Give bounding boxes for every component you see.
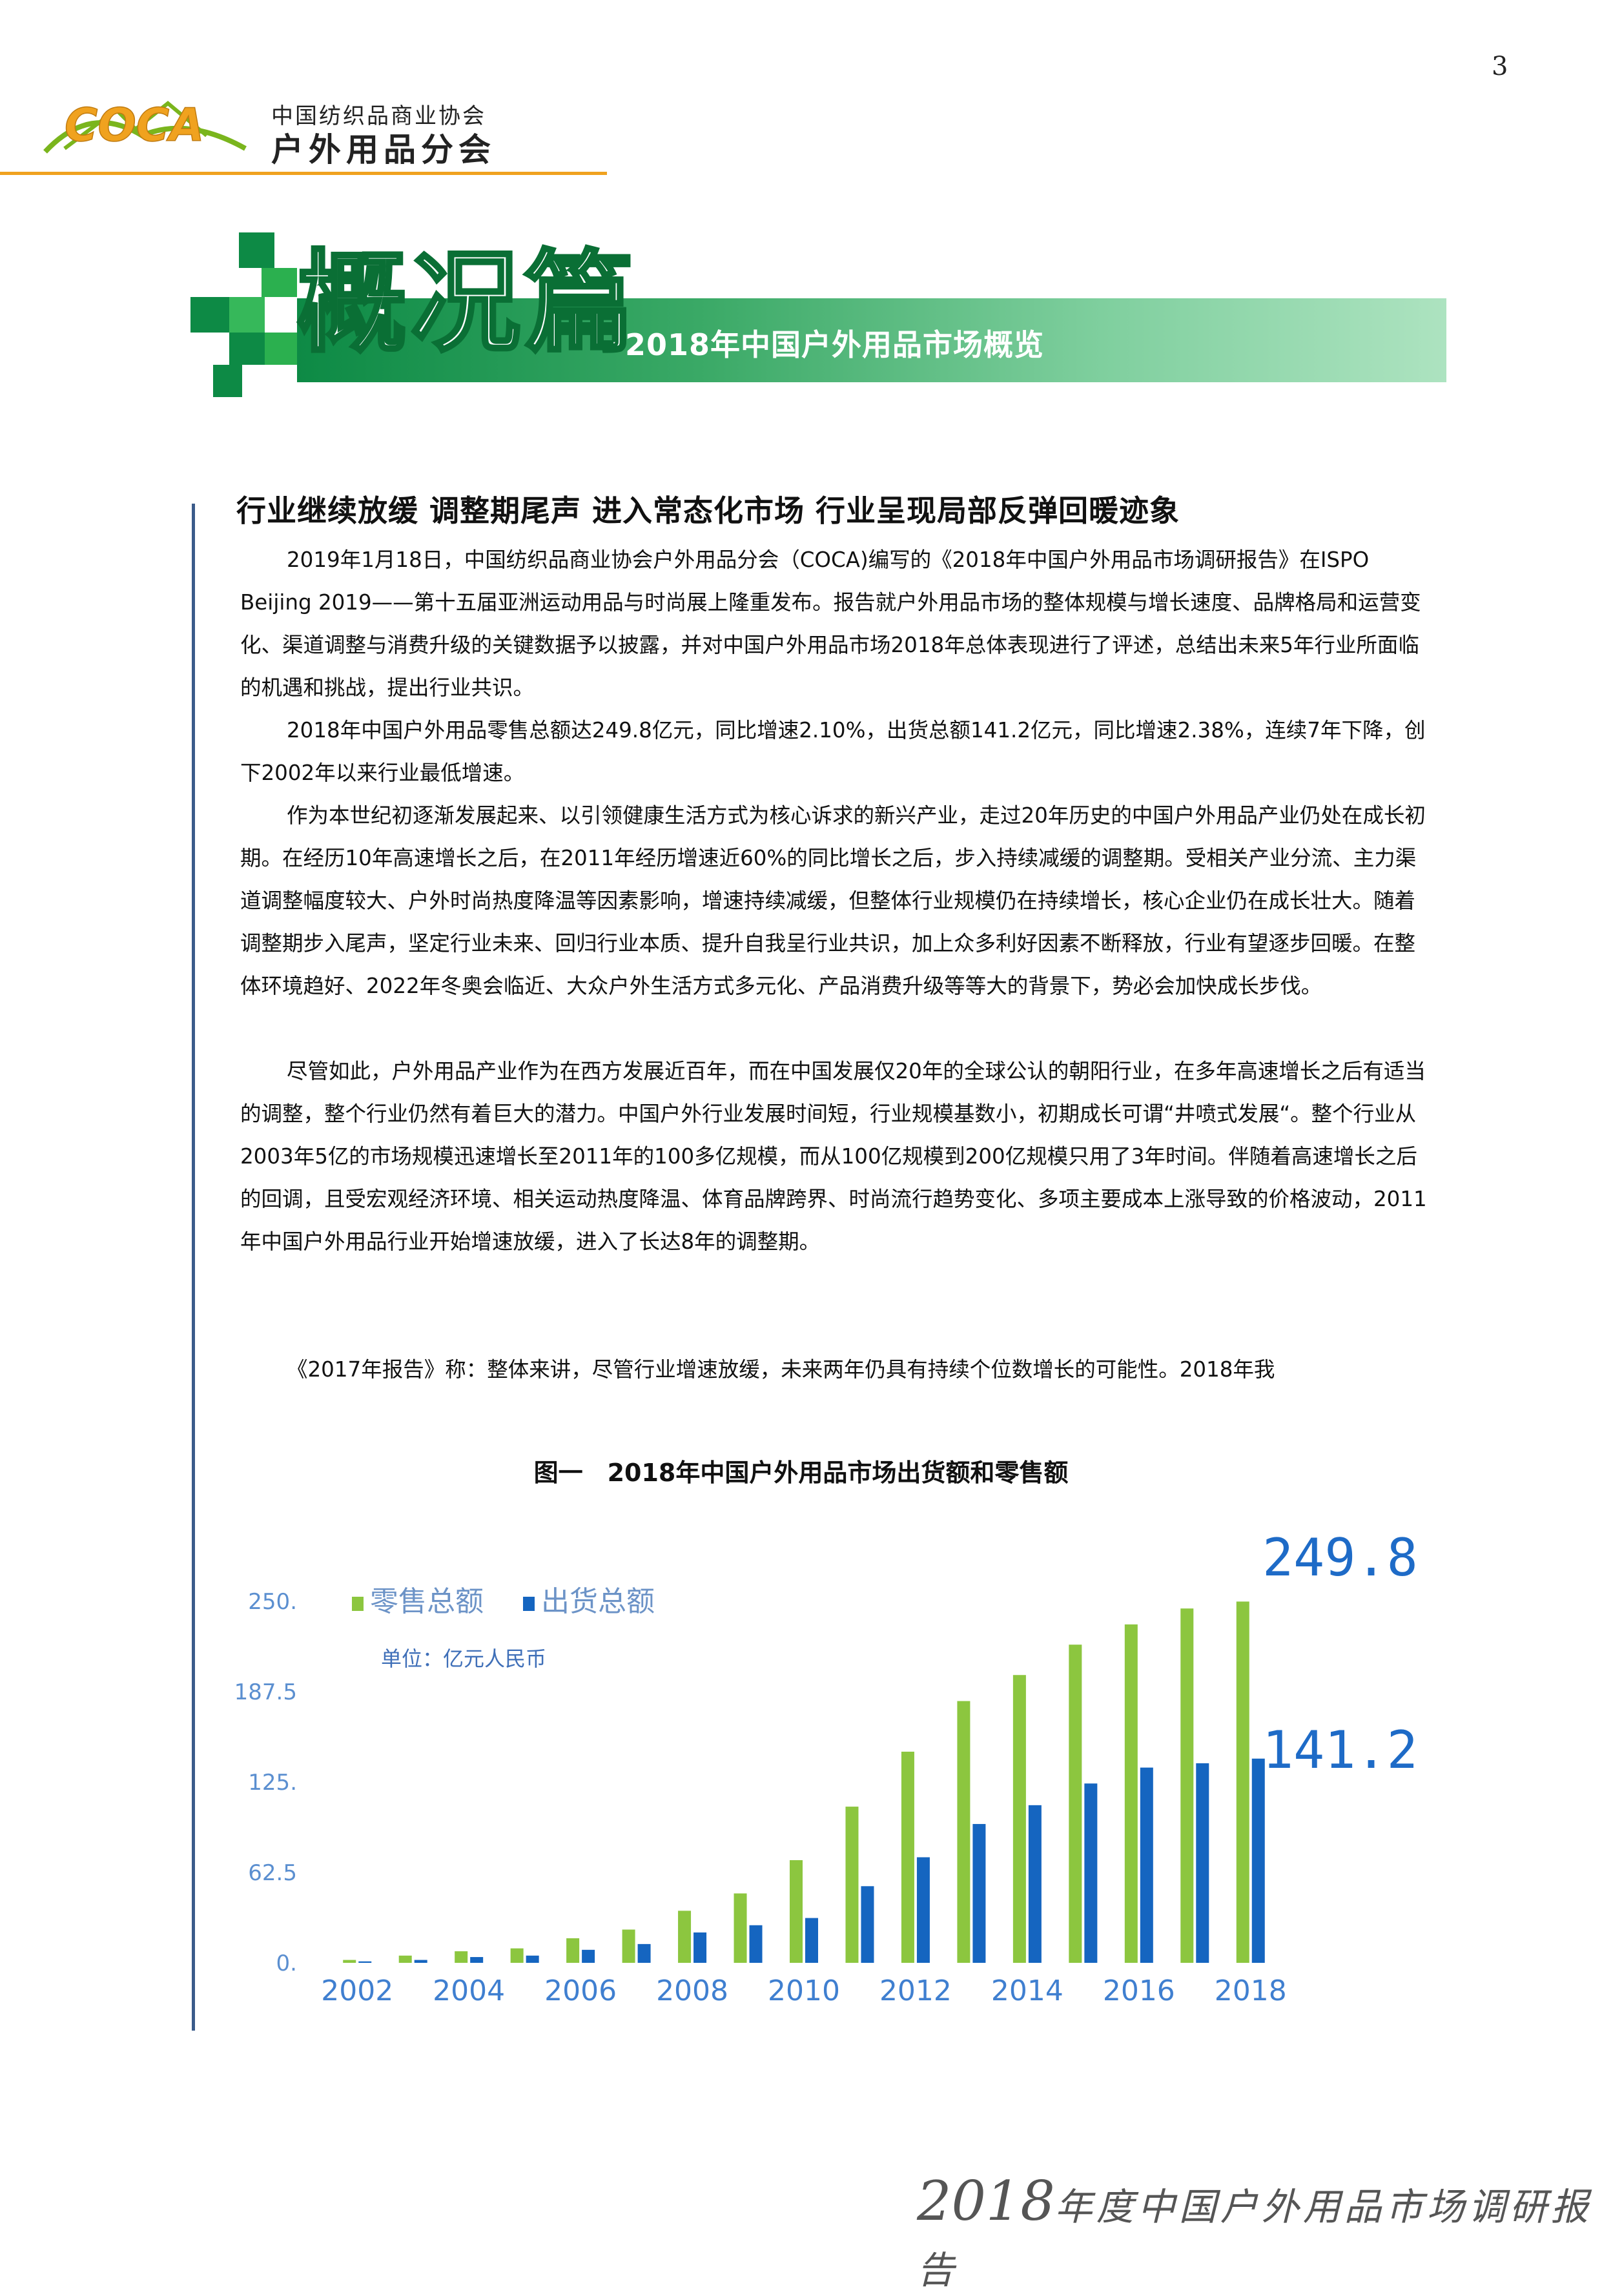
section-subtitle: 2018年中国户外用品市场概览 bbox=[625, 327, 1045, 362]
bar-retail bbox=[957, 1701, 970, 1963]
y-tick-label: 125. bbox=[248, 1770, 297, 1796]
bar-retail bbox=[1012, 1675, 1026, 1963]
x-tick-label: 2016 bbox=[1103, 1974, 1175, 2007]
bar-shipment bbox=[1196, 1763, 1209, 1963]
bar-retail bbox=[678, 1911, 692, 1963]
bar-shipment bbox=[749, 1925, 763, 1963]
paragraph: 作为本世纪初逐渐发展起来、以引领健康生活方式为核心诉求的新兴产业，走过20年历史… bbox=[240, 803, 1426, 998]
section-title: 概况篇 bbox=[295, 240, 639, 367]
chart-title: 图一 2018年中国户外用品市场出货额和零售额 bbox=[533, 1459, 1069, 1487]
bar-retail bbox=[734, 1893, 747, 1963]
legend-swatch-retail bbox=[352, 1597, 364, 1611]
bar-shipment bbox=[526, 1955, 539, 1963]
bar-retail bbox=[1180, 1608, 1194, 1963]
org-name-line2: 户外用品分会 bbox=[271, 131, 496, 169]
x-tick-label: 2014 bbox=[991, 1974, 1063, 2007]
chart-unit-label: 单位：亿元人民币 bbox=[381, 1646, 546, 1671]
bar-shipment bbox=[861, 1886, 874, 1963]
x-tick-label: 2006 bbox=[544, 1974, 617, 2007]
legend-swatch-shipment bbox=[523, 1597, 535, 1611]
legend-label-shipment: 出货总额 bbox=[541, 1585, 655, 1618]
bar-retail bbox=[510, 1948, 524, 1963]
bar-retail bbox=[566, 1938, 580, 1963]
x-tick-label: 2010 bbox=[768, 1974, 840, 2007]
y-tick-label: 187.5 bbox=[234, 1679, 297, 1705]
bar-shipment bbox=[693, 1932, 707, 1963]
coca-logo: COCA bbox=[43, 98, 247, 154]
annotation-shipment-2018: 141.2 bbox=[1262, 1720, 1418, 1780]
bar-retail bbox=[1236, 1601, 1249, 1963]
legend-label-retail: 零售总额 bbox=[370, 1585, 484, 1618]
x-tick-label: 2004 bbox=[433, 1974, 505, 2007]
annotation-retail-2018: 249.8 bbox=[1262, 1528, 1418, 1588]
bar-retail bbox=[845, 1807, 859, 1963]
logo-text: COCA bbox=[65, 99, 204, 152]
bar-retail bbox=[455, 1951, 468, 1963]
bar-retail bbox=[1124, 1624, 1138, 1963]
paragraph: 2018年中国户外用品零售总额达249.8亿元，同比增速2.10%，出货总额14… bbox=[240, 718, 1426, 785]
bar-retail bbox=[790, 1860, 803, 1963]
y-tick-label: 0. bbox=[276, 1951, 297, 1976]
page-number: 3 bbox=[1492, 52, 1508, 81]
bar-shipment bbox=[637, 1943, 651, 1963]
bar-shipment bbox=[805, 1918, 818, 1963]
bar-shipment bbox=[582, 1949, 595, 1963]
left-accent-line bbox=[192, 504, 195, 2031]
bar-retail bbox=[622, 1929, 635, 1963]
bar-shipment bbox=[470, 1957, 484, 1963]
paragraph: 尽管如此，户外用品产业作为在西方发展近百年，而在中国发展仅20年的全球公认的朝阳… bbox=[240, 1059, 1427, 1254]
y-tick-label: 62.5 bbox=[248, 1860, 297, 1886]
paragraph: 《2017年报告》称：整体来讲，尽管行业增速放缓，未来两年仍具有持续个位数增长的… bbox=[287, 1357, 1275, 1382]
bar-retail bbox=[343, 1960, 356, 1963]
bar-shipment bbox=[358, 1961, 372, 1963]
bar-retail bbox=[398, 1955, 412, 1963]
bar-shipment bbox=[1028, 1805, 1042, 1963]
x-tick-label: 2012 bbox=[879, 1974, 952, 2007]
bar-chart: 0. 62.5 125. 187.5 250. 2002 2004 2006 2008 2010 2… bbox=[234, 1528, 1418, 2007]
bar-shipment bbox=[972, 1823, 986, 1963]
x-tick-label: 2002 bbox=[321, 1974, 393, 2007]
banner-bar bbox=[297, 298, 1446, 382]
header-divider bbox=[0, 172, 607, 175]
bar-shipment bbox=[1140, 1767, 1153, 1963]
banner-decoration bbox=[190, 232, 297, 397]
bar-shipment bbox=[916, 1857, 930, 1963]
bar-retail bbox=[901, 1751, 914, 1963]
bar-shipment bbox=[414, 1960, 427, 1963]
footer-report-title: 2018年度中国户外用品市场调研报告 bbox=[917, 2169, 1602, 2296]
paragraph: 2019年1月18日，中国纺织品商业协会户外用品分会（COCA)编写的《2018… bbox=[240, 548, 1421, 700]
bar-retail bbox=[1069, 1645, 1082, 1963]
footer-year: 2018 bbox=[917, 2169, 1055, 2233]
y-tick-label: 250. bbox=[248, 1589, 297, 1615]
org-name-line1: 中国纺织品商业协会 bbox=[271, 103, 486, 129]
bar-shipment bbox=[1084, 1783, 1098, 1963]
article-heading: 行业继续放缓 调整期尾声 进入常态化市场 行业呈现局部反弹回暖迹象 bbox=[236, 493, 1180, 528]
bar-shipment bbox=[1251, 1758, 1265, 1963]
x-tick-label: 2008 bbox=[656, 1974, 728, 2007]
x-tick-label: 2018 bbox=[1215, 1974, 1287, 2007]
